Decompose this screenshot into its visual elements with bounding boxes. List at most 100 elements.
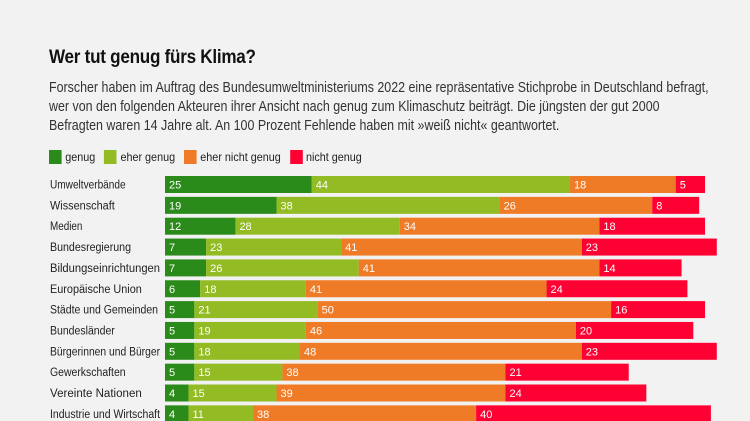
bar-segment-genug [165, 259, 207, 277]
bar-row-industrie-und-wirtschaft: Industrie und Wirtschaft 4 11 38 40 [50, 405, 711, 421]
category-label: Gewerkschaften [50, 367, 126, 379]
bar-segment-eher-nicht-genug [300, 342, 582, 360]
bar-segment-eher-genug [194, 363, 283, 381]
bar-segment-nicht-genug [652, 196, 700, 214]
bar-row-gewerkschaften: Gewerkschaften 5 15 38 21 [50, 363, 629, 381]
bar-segment-eher-nicht-genug [282, 363, 506, 381]
legend-item-eher-nicht-genug: eher nicht genug [184, 150, 281, 164]
value-label: 14 [603, 263, 615, 275]
bar-segment-genug [165, 238, 207, 256]
value-label: 18 [204, 284, 216, 296]
bar-segment-genug [165, 321, 195, 339]
bar-row-vereinte-nationen: Vereinte Nationen 4 15 39 24 [50, 384, 647, 402]
bar-segment-genug [165, 405, 189, 421]
category-label: Wissenschaft [50, 200, 116, 212]
bar-segment-eher-nicht-genug [358, 259, 600, 277]
value-label: 50 [322, 305, 334, 317]
legend-item-nicht-genug: nicht genug [289, 150, 362, 164]
category-label: Vereinte Nationen [50, 388, 142, 400]
value-label: 41 [310, 284, 322, 296]
bar-segment-eher-nicht-genug [570, 176, 676, 193]
bar-segment-eher-genug [194, 301, 318, 319]
bar-segment-genug [165, 384, 189, 402]
value-label: 24 [509, 388, 521, 400]
bar-row-städte-und-gemeinden: Städte und Gemeinden 5 21 50 16 [50, 301, 706, 319]
bar-segment-eher-nicht-genug [317, 301, 612, 319]
value-label: 4 [169, 388, 175, 400]
bar-segment-nicht-genug [675, 176, 706, 193]
bar-segment-nicht-genug [575, 321, 694, 339]
value-label: 46 [310, 325, 322, 337]
value-label: 41 [363, 263, 375, 275]
value-label: 23 [586, 242, 598, 254]
category-label: Medien [50, 221, 82, 233]
bar-segment-eher-nicht-genug [305, 280, 547, 298]
value-label: 7 [169, 263, 175, 275]
legend-item-eher-genug: eher genug [104, 150, 175, 164]
bar-row-wissenschaft: Wissenschaft 19 38 26 8 [50, 196, 700, 214]
value-label: 5 [169, 367, 175, 379]
value-label: 26 [210, 263, 222, 275]
bar-segment-eher-genug [206, 259, 359, 277]
value-label: 19 [198, 325, 210, 337]
legend-swatch-genug [49, 150, 62, 164]
legend-swatch-eher-nicht-genug [184, 150, 197, 164]
value-label: 15 [198, 367, 210, 379]
bar-segment-eher-genug [200, 280, 306, 298]
value-label: 4 [169, 409, 175, 421]
bar-segment-nicht-genug [599, 217, 706, 235]
value-label: 8 [656, 200, 662, 212]
value-label: 5 [169, 325, 175, 337]
bar-segment-nicht-genug [611, 301, 706, 319]
bar-segment-nicht-genug [505, 384, 647, 402]
value-label: 38 [286, 367, 298, 379]
value-label: 38 [257, 409, 269, 421]
bar-row-bundesländer: Bundesländer 5 19 46 20 [50, 321, 694, 339]
bar-row-bundesregierung: Bundesregierung 7 23 41 23 [50, 238, 717, 256]
bar-segment-nicht-genug [505, 363, 629, 381]
value-label: 21 [198, 305, 210, 317]
bar-segment-eher-nicht-genug [341, 238, 582, 256]
value-label: 41 [345, 242, 357, 254]
value-label: 23 [586, 346, 598, 358]
bar-segment-nicht-genug [476, 405, 711, 421]
bar-row-medien: Medien 12 28 34 18 [50, 217, 706, 235]
chart-subtitle: Forscher haben im Auftrag des Bundesumwe… [49, 80, 709, 134]
value-label: 23 [210, 242, 222, 254]
bar-row-umweltverbände: Umweltverbände 25 44 18 5 [50, 176, 706, 193]
value-label: 26 [504, 200, 516, 212]
category-label: Europäische Union [50, 284, 142, 296]
legend: genug eher genug eher nicht genug nicht … [49, 150, 371, 164]
bar-segment-eher-nicht-genug [253, 405, 477, 421]
bar-segment-nicht-genug [546, 280, 688, 298]
value-label: 6 [169, 284, 175, 296]
bar-segment-genug [165, 280, 201, 298]
value-label: 28 [239, 221, 251, 233]
value-label: 25 [169, 180, 181, 192]
value-label: 18 [574, 180, 586, 192]
category-label: Umweltverbände [50, 180, 126, 192]
bar-segment-genug [165, 217, 236, 235]
value-label: 15 [192, 388, 204, 400]
value-label: 18 [603, 221, 615, 233]
legend-swatch-eher-genug [104, 150, 117, 164]
bar-segment-genug [165, 301, 195, 319]
value-label: 48 [304, 346, 316, 358]
bar-segment-eher-nicht-genug [305, 321, 576, 339]
category-label: Bürgerinnen und Bürger [50, 346, 160, 358]
value-label: 19 [169, 200, 181, 212]
bar-row-bildungseinrichtungen: Bildungseinrichtungen 7 26 41 14 [50, 259, 682, 277]
value-label: 38 [281, 200, 293, 212]
value-label: 40 [480, 409, 492, 421]
bar-segment-genug [165, 196, 277, 214]
value-label: 11 [192, 409, 203, 421]
bar-segment-nicht-genug [581, 238, 717, 256]
legend-label-eher-genug: eher genug [120, 150, 176, 164]
category-label: Bundesländer [50, 325, 115, 337]
value-label: 21 [509, 367, 521, 379]
bar-segment-genug [165, 176, 312, 193]
value-label: 5 [680, 180, 686, 192]
bar-segment-eher-genug [311, 176, 571, 193]
value-label: 24 [551, 284, 563, 296]
